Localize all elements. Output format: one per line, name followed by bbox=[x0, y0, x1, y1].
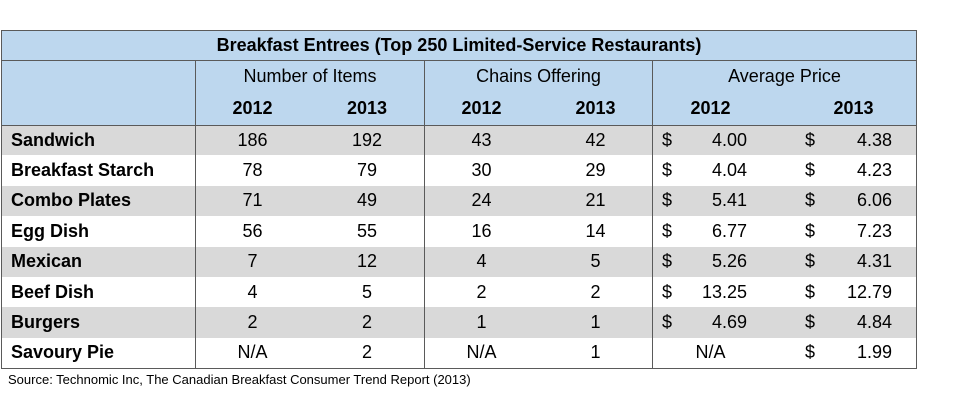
currency-symbol: $ bbox=[805, 251, 816, 272]
table-cell: 56 bbox=[242, 220, 263, 241]
price-value: 4.23 bbox=[856, 160, 892, 181]
table-cell: 49 bbox=[356, 190, 378, 211]
row-label: Combo Plates bbox=[11, 190, 132, 211]
row-label: Mexican bbox=[11, 251, 83, 272]
table-cell: 192 bbox=[351, 129, 383, 150]
year-header: 2013 bbox=[346, 98, 388, 118]
currency-symbol: $ bbox=[805, 220, 816, 241]
price-value: 4.00 bbox=[711, 129, 747, 150]
price-value: 6.06 bbox=[856, 190, 892, 211]
price-value: 13.25 bbox=[701, 281, 747, 302]
price-value: 1.99 bbox=[856, 342, 892, 363]
table-row: Burgers 2 2 1 1 $4.69 $4.84 bbox=[2, 307, 916, 338]
table-cell: 2 bbox=[476, 281, 487, 302]
year-header: 2012 bbox=[461, 98, 502, 118]
table-cell: 7 bbox=[247, 251, 258, 272]
table-cell: 21 bbox=[585, 190, 606, 211]
table-cell: 2 bbox=[361, 312, 372, 333]
price-value: 5.41 bbox=[711, 190, 747, 211]
price-value: 4.31 bbox=[856, 251, 892, 272]
table-cell: 5 bbox=[590, 251, 601, 272]
price-value: 4.84 bbox=[856, 312, 892, 333]
price-value: 6.77 bbox=[711, 220, 747, 241]
table-title: Breakfast Entrees (Top 250 Limited-Servi… bbox=[216, 35, 702, 55]
price-value: 4.38 bbox=[856, 129, 892, 150]
table-cell: N/A bbox=[237, 342, 268, 363]
table-cell: 30 bbox=[471, 160, 492, 181]
table-row: Beef Dish 4 5 2 2 $13.25 $12.79 bbox=[2, 277, 916, 307]
currency-symbol: $ bbox=[805, 190, 816, 211]
title-row: Breakfast Entrees (Top 250 Limited-Servi… bbox=[2, 31, 916, 60]
currency-symbol: $ bbox=[662, 251, 673, 272]
currency-symbol: $ bbox=[805, 312, 816, 333]
table-cell: 16 bbox=[471, 220, 492, 241]
group-header-price: Average Price bbox=[728, 66, 841, 86]
currency-symbol: $ bbox=[662, 190, 673, 211]
table-cell: 2 bbox=[590, 281, 601, 302]
table-cell: 1 bbox=[590, 312, 601, 333]
table-row: Savoury Pie N/A 2 N/A 1 N/A $1.99 bbox=[2, 338, 916, 368]
table-row: Breakfast Starch 78 79 30 29 $4.04 $4.23 bbox=[2, 155, 916, 185]
source-note: Source: Technomic Inc, The Canadian Brea… bbox=[8, 372, 471, 387]
group-header-chains: Chains Offering bbox=[476, 66, 601, 86]
table-cell: 12 bbox=[356, 251, 378, 272]
row-label: Egg Dish bbox=[11, 220, 90, 241]
divider bbox=[2, 125, 916, 126]
table-cell: 29 bbox=[585, 160, 606, 181]
table-cell: 43 bbox=[471, 129, 492, 150]
divider bbox=[424, 60, 425, 368]
table-cell: 2 bbox=[247, 312, 258, 333]
currency-symbol: $ bbox=[662, 129, 673, 150]
row-label: Breakfast Starch bbox=[11, 160, 155, 181]
year-header: 2013 bbox=[833, 98, 874, 118]
row-label: Savoury Pie bbox=[11, 342, 115, 363]
currency-symbol: $ bbox=[662, 220, 673, 241]
table-cell: 24 bbox=[471, 190, 492, 211]
divider bbox=[652, 60, 653, 368]
table-cell: 186 bbox=[237, 129, 268, 150]
table-cell: 42 bbox=[585, 129, 606, 150]
price-value: 4.04 bbox=[711, 160, 747, 181]
row-label: Beef Dish bbox=[11, 281, 95, 302]
table-cell: 4 bbox=[476, 251, 487, 272]
table-cell: 79 bbox=[356, 160, 378, 181]
year-header-row: 2012 2013 2012 2013 2012 2013 bbox=[2, 92, 916, 125]
currency-symbol: $ bbox=[805, 342, 816, 363]
table-cell: N/A bbox=[466, 342, 497, 363]
group-header-row: Number of Items Chains Offering Average … bbox=[2, 61, 916, 92]
table-cell: 5 bbox=[361, 281, 372, 302]
table-row: Mexican 7 12 4 5 $5.26 $4.31 bbox=[2, 246, 916, 277]
table-cell: 1 bbox=[590, 342, 601, 363]
divider bbox=[195, 60, 196, 368]
table-cell: 78 bbox=[242, 160, 263, 181]
table-cell: 2 bbox=[361, 342, 372, 363]
year-header: 2012 bbox=[232, 98, 273, 118]
table-row: Combo Plates 71 49 24 21 $5.41 $6.06 bbox=[2, 185, 916, 217]
table-cell: 1 bbox=[476, 312, 487, 333]
table-cell: 55 bbox=[356, 220, 378, 241]
divider bbox=[2, 60, 916, 61]
table-cell: 71 bbox=[242, 190, 263, 211]
table-cell: 14 bbox=[585, 220, 606, 241]
price-value: 4.69 bbox=[711, 312, 747, 333]
row-label: Sandwich bbox=[11, 129, 96, 150]
currency-symbol: $ bbox=[805, 160, 816, 181]
price-value: 7.23 bbox=[856, 220, 892, 241]
breakfast-entrees-table: Breakfast Entrees (Top 250 Limited-Servi… bbox=[1, 30, 917, 369]
year-header: 2012 bbox=[690, 98, 731, 118]
table-row: Egg Dish 56 55 16 14 $6.77 $7.23 bbox=[2, 216, 916, 246]
currency-symbol: $ bbox=[805, 281, 816, 302]
table-cell: 4 bbox=[247, 281, 258, 302]
price-value: 12.79 bbox=[846, 281, 892, 302]
price-value: 5.26 bbox=[711, 251, 747, 272]
currency-symbol: $ bbox=[662, 281, 673, 302]
currency-symbol: $ bbox=[662, 312, 673, 333]
currency-symbol: $ bbox=[662, 160, 673, 181]
group-header-items: Number of Items bbox=[243, 66, 377, 86]
row-label: Burgers bbox=[11, 312, 81, 333]
table-row: Sandwich 186 192 43 42 $4.00 $4.38 bbox=[2, 125, 916, 156]
price-cell: N/A bbox=[695, 342, 726, 363]
currency-symbol: $ bbox=[805, 129, 816, 150]
year-header: 2013 bbox=[575, 98, 616, 118]
